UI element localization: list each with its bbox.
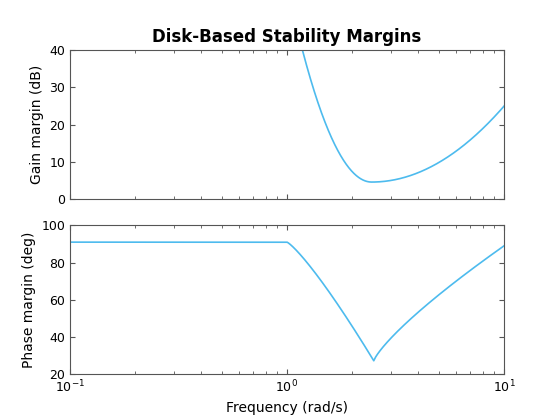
X-axis label: Frequency (rad/s): Frequency (rad/s) <box>226 401 348 415</box>
Y-axis label: Phase margin (deg): Phase margin (deg) <box>22 231 36 368</box>
Y-axis label: Gain margin (dB): Gain margin (dB) <box>30 65 44 184</box>
Title: Disk-Based Stability Margins: Disk-Based Stability Margins <box>152 28 422 46</box>
